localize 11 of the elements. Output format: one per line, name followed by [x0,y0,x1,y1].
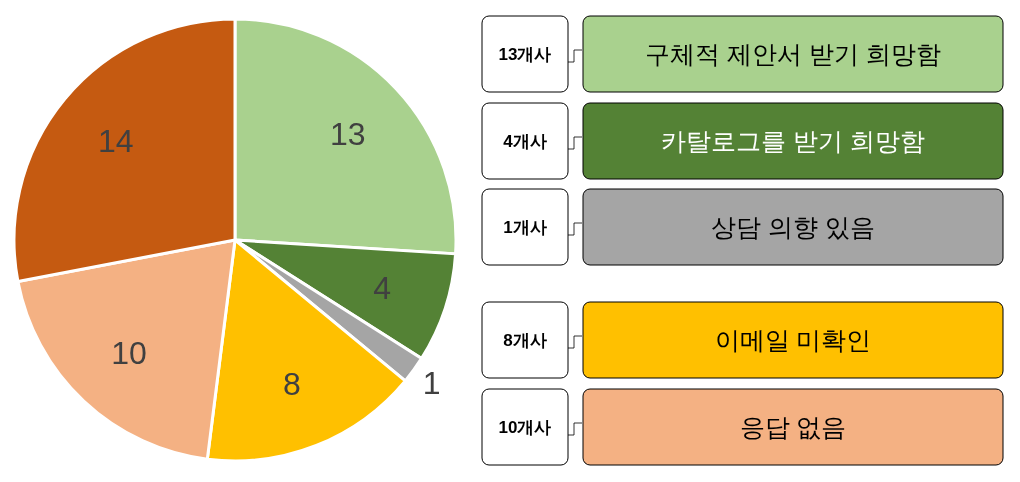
text: 응답 없음 [739,413,847,441]
text: 상담 의향 있음 [711,213,875,241]
data-label: 1 [422,364,441,401]
text: 이메일 미확인 [714,326,872,354]
data-label: 4 [373,269,392,306]
data-label: 10 [111,334,147,371]
text: 카탈로그를 받기 희망함 [661,127,925,155]
text: 구체적 제안서 받기 희망함 [645,40,941,68]
data-label: 13 [329,116,366,153]
data-label: 14 [98,123,134,160]
data-label: 8 [283,365,301,402]
